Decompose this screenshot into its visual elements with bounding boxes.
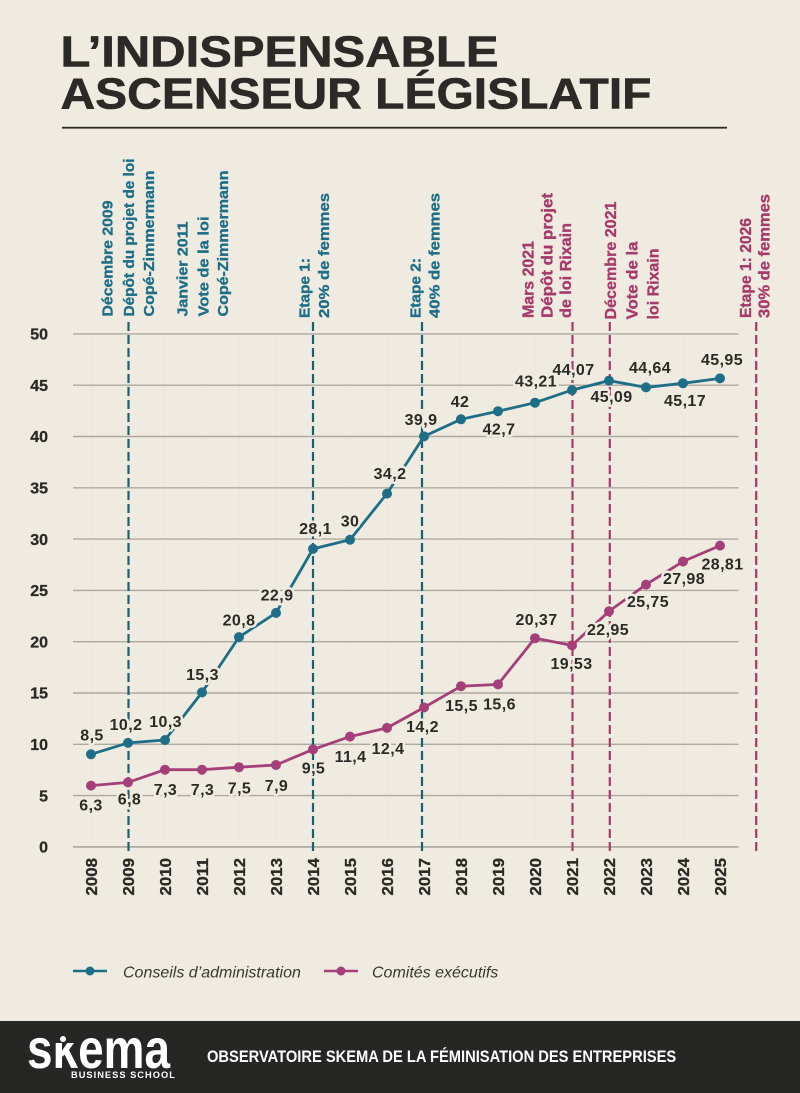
svg-text:2017: 2017 (417, 858, 434, 896)
svg-text:2010: 2010 (158, 858, 175, 896)
svg-text:7,9: 7,9 (265, 778, 288, 795)
svg-text:2021: 2021 (565, 858, 582, 896)
svg-text:2022: 2022 (602, 858, 619, 896)
svg-text:20,8: 20,8 (223, 613, 256, 630)
svg-text:Décembre 2021: Décembre 2021 (603, 201, 620, 319)
svg-text:43,21: 43,21 (515, 374, 557, 391)
svg-text:28,1: 28,1 (299, 521, 332, 538)
svg-text:0: 0 (39, 840, 48, 857)
svg-text:40% de femmes: 40% de femmes (427, 193, 444, 318)
svg-text:Etape 1: 2026: Etape 1: 2026 (738, 218, 755, 318)
svg-text:15,3: 15,3 (186, 667, 219, 684)
svg-text:loi Rixain: loi Rixain (646, 249, 663, 320)
svg-text:45,95: 45,95 (701, 352, 743, 369)
svg-text:7,3: 7,3 (191, 782, 214, 799)
svg-text:2014: 2014 (306, 858, 323, 896)
svg-text:15,5: 15,5 (445, 698, 478, 715)
svg-text:45: 45 (30, 378, 48, 395)
svg-text:2011: 2011 (195, 858, 212, 896)
svg-text:20% de femmes: 20% de femmes (316, 193, 333, 318)
svg-text:44,07: 44,07 (552, 362, 594, 379)
svg-text:Copé-Zimmermann: Copé-Zimmermann (215, 171, 232, 317)
svg-text:Décembre 2009: Décembre 2009 (100, 201, 117, 317)
svg-text:15: 15 (30, 686, 48, 703)
svg-text:39,9: 39,9 (405, 412, 438, 429)
svg-text:2025: 2025 (713, 858, 730, 896)
svg-text:5: 5 (39, 788, 48, 805)
svg-text:2020: 2020 (528, 858, 545, 896)
svg-text:10,2: 10,2 (110, 717, 143, 734)
svg-text:50: 50 (30, 327, 48, 344)
svg-text:Dépôt du projet: Dépôt du projet (540, 193, 557, 318)
svg-text:20: 20 (30, 634, 48, 651)
svg-text:22,9: 22,9 (261, 588, 294, 605)
svg-text:40: 40 (30, 429, 48, 446)
svg-text:27,98: 27,98 (663, 571, 705, 588)
svg-text:2024: 2024 (676, 858, 693, 896)
svg-text:2008: 2008 (84, 858, 101, 896)
svg-text:2015: 2015 (343, 858, 360, 896)
svg-text:6,3: 6,3 (79, 798, 102, 815)
svg-text:2012: 2012 (232, 858, 249, 896)
svg-text:L’INDISPENSABLE: L’INDISPENSABLE (61, 29, 499, 77)
svg-text:7,5: 7,5 (228, 781, 251, 798)
svg-text:2013: 2013 (269, 858, 286, 896)
svg-text:Vote de la: Vote de la (625, 241, 642, 319)
svg-text:12,4: 12,4 (372, 741, 405, 758)
svg-text:35: 35 (30, 481, 48, 498)
svg-text:45,17: 45,17 (664, 393, 706, 410)
svg-text:8,5: 8,5 (80, 728, 103, 745)
svg-text:28,81: 28,81 (701, 557, 743, 574)
svg-text:14,2: 14,2 (406, 719, 439, 736)
svg-text:22,95: 22,95 (587, 622, 629, 639)
svg-text:19,53: 19,53 (550, 656, 592, 673)
svg-text:9,5: 9,5 (302, 761, 325, 778)
svg-text:30: 30 (341, 514, 360, 531)
svg-text:20,37: 20,37 (515, 612, 557, 629)
svg-text:Janvier 2011: Janvier 2011 (174, 222, 191, 317)
svg-text:Dépôt du projet de loi: Dépôt du projet de loi (121, 159, 138, 317)
svg-text:Copé-Zimmermann: Copé-Zimmermann (141, 171, 158, 317)
svg-text:2018: 2018 (454, 858, 471, 896)
svg-text:30% de femmes: 30% de femmes (757, 194, 774, 318)
svg-text:42: 42 (451, 394, 470, 411)
svg-text:de loi Rixain: de loi Rixain (558, 223, 575, 318)
svg-text:42,7: 42,7 (483, 422, 516, 439)
svg-text:10: 10 (30, 737, 48, 754)
svg-text:Vote de la loi: Vote de la loi (196, 217, 213, 317)
svg-text:10,3: 10,3 (149, 714, 182, 731)
svg-text:30: 30 (30, 532, 48, 549)
svg-text:25,75: 25,75 (627, 594, 669, 611)
svg-text:Comités exécutifs: Comités exécutifs (372, 965, 498, 982)
svg-text:15,6: 15,6 (483, 697, 516, 714)
svg-text:11,4: 11,4 (335, 749, 367, 766)
svg-text:2009: 2009 (121, 858, 138, 896)
svg-text:2016: 2016 (380, 858, 397, 896)
svg-text:45,09: 45,09 (590, 389, 632, 406)
svg-text:6,8: 6,8 (118, 792, 141, 809)
svg-text:2019: 2019 (491, 858, 508, 896)
svg-text:7,3: 7,3 (154, 782, 177, 799)
svg-text:2023: 2023 (639, 858, 656, 896)
svg-text:Mars 2021: Mars 2021 (521, 241, 538, 318)
svg-text:44,64: 44,64 (629, 360, 671, 377)
svg-text:Etape 1:: Etape 1: (296, 258, 313, 318)
svg-text:ASCENSEUR LÉGISLATIF: ASCENSEUR LÉGISLATIF (61, 69, 652, 119)
svg-text:Conseils d’administration: Conseils d’administration (123, 965, 301, 982)
svg-text:Etape 2:: Etape 2: (408, 258, 425, 318)
svg-text:25: 25 (30, 583, 48, 600)
svg-text:34,2: 34,2 (374, 466, 407, 483)
